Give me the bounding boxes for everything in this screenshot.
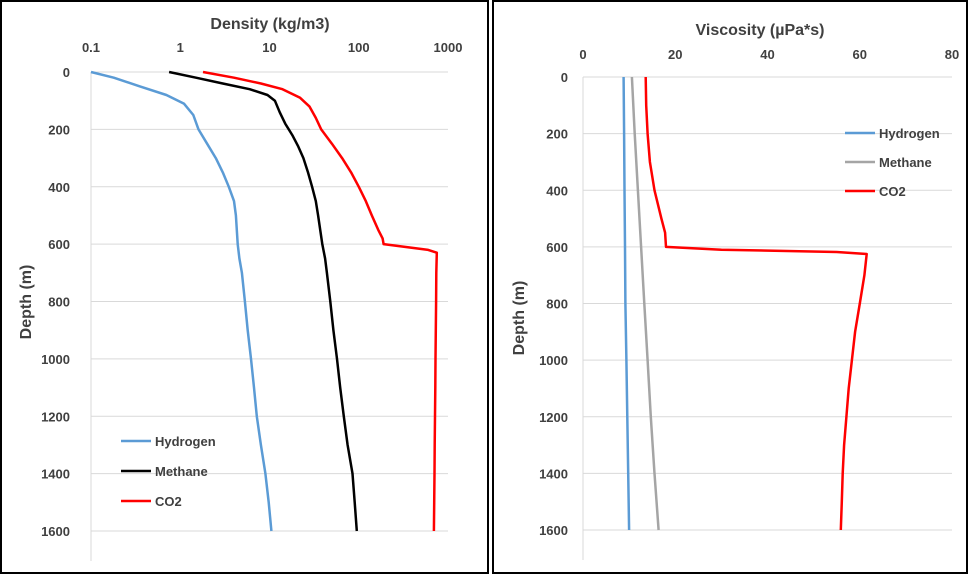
density-series-hydrogen-line bbox=[90, 70, 273, 532]
viscosity-y-tick-label: 1000 bbox=[539, 353, 568, 368]
viscosity-chart-frame bbox=[492, 0, 968, 574]
density-y-tick-label: 800 bbox=[48, 295, 70, 310]
viscosity-x-tick-label: 40 bbox=[760, 47, 774, 62]
density-y-tick-label: 1200 bbox=[41, 409, 70, 424]
density-series-co2-line bbox=[202, 70, 439, 532]
viscosity-y-axis-title: Depth (m) bbox=[511, 281, 528, 356]
density-y-tick-label: 1400 bbox=[41, 467, 70, 482]
density-x-tick-label: 10 bbox=[262, 40, 276, 55]
density-y-tick-label: 600 bbox=[48, 237, 70, 252]
viscosity-x-tick-label: 80 bbox=[945, 47, 959, 62]
viscosity-chart: Viscosity (µPa*s) Depth (m) 020040060080… bbox=[511, 22, 959, 560]
viscosity-y-tick-label: 400 bbox=[546, 183, 568, 198]
density-y-tick-label: 400 bbox=[48, 180, 70, 195]
density-y-tick-label: 1000 bbox=[41, 352, 70, 367]
density-y-tick-label: 1600 bbox=[41, 524, 70, 539]
viscosity-y-tick-label: 800 bbox=[546, 297, 568, 312]
viscosity-x-tick-label: 0 bbox=[579, 47, 586, 62]
density-y-tick-label: 200 bbox=[48, 122, 70, 137]
density-x-tick-label: 0.1 bbox=[82, 40, 100, 55]
viscosity-x-axis-title: Viscosity (µPa*s) bbox=[696, 22, 825, 39]
viscosity-x-tick-label: 20 bbox=[668, 47, 682, 62]
viscosity-y-tick-label: 1600 bbox=[539, 523, 568, 538]
viscosity-y-tick-label: 0 bbox=[561, 70, 568, 85]
viscosity-series-methane-line bbox=[630, 76, 660, 531]
viscosity-y-tick-label: 200 bbox=[546, 127, 568, 142]
viscosity-legend-label-co2: CO2 bbox=[879, 184, 906, 199]
viscosity-legend-label-methane: Methane bbox=[879, 155, 932, 170]
viscosity-y-tick-label: 1200 bbox=[539, 410, 568, 425]
density-chart-frame bbox=[0, 0, 489, 574]
density-x-tick-label: 100 bbox=[348, 40, 370, 55]
viscosity-legend-label-hydrogen: Hydrogen bbox=[879, 126, 940, 141]
viscosity-series-co2-line bbox=[644, 76, 868, 531]
viscosity-y-tick-label: 1400 bbox=[539, 466, 568, 481]
density-x-axis-title: Density (kg/m3) bbox=[210, 16, 329, 33]
viscosity-x-tick-label: 60 bbox=[853, 47, 867, 62]
density-series-methane-line bbox=[168, 70, 359, 532]
viscosity-y-tick-label: 600 bbox=[546, 240, 568, 255]
density-x-tick-label: 1000 bbox=[434, 40, 463, 55]
density-chart: Density (kg/m3) Depth (m) 0 200 400 600 800 1… bbox=[18, 16, 462, 561]
viscosity-series-hydrogen-line bbox=[622, 76, 631, 531]
density-legend-label-co2: CO2 bbox=[155, 494, 182, 509]
density-legend-label-methane: Methane bbox=[155, 464, 208, 479]
density-y-tick-label: 0 bbox=[63, 65, 70, 80]
density-y-axis-title: Depth (m) bbox=[18, 265, 35, 340]
density-legend-label-hydrogen: Hydrogen bbox=[155, 434, 216, 449]
density-x-tick-label: 1 bbox=[177, 40, 184, 55]
